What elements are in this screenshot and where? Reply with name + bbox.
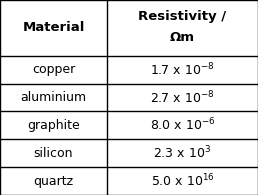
Text: quartz: quartz xyxy=(34,175,74,188)
Text: 2.3 x 10$^{3}$: 2.3 x 10$^{3}$ xyxy=(154,145,212,161)
Text: Material: Material xyxy=(22,21,85,34)
Text: Ωm: Ωm xyxy=(170,31,195,44)
Text: aluminium: aluminium xyxy=(20,91,87,104)
Text: 8.0 x 10$^{-6}$: 8.0 x 10$^{-6}$ xyxy=(150,117,215,134)
Text: 5.0 x 10$^{16}$: 5.0 x 10$^{16}$ xyxy=(151,173,214,189)
Text: silicon: silicon xyxy=(34,147,73,160)
Text: graphite: graphite xyxy=(27,119,80,132)
Text: Resistivity /: Resistivity / xyxy=(139,10,227,23)
Text: copper: copper xyxy=(32,63,75,76)
Text: 2.7 x 10$^{-8}$: 2.7 x 10$^{-8}$ xyxy=(150,89,215,106)
Text: 1.7 x 10$^{-8}$: 1.7 x 10$^{-8}$ xyxy=(150,61,215,78)
